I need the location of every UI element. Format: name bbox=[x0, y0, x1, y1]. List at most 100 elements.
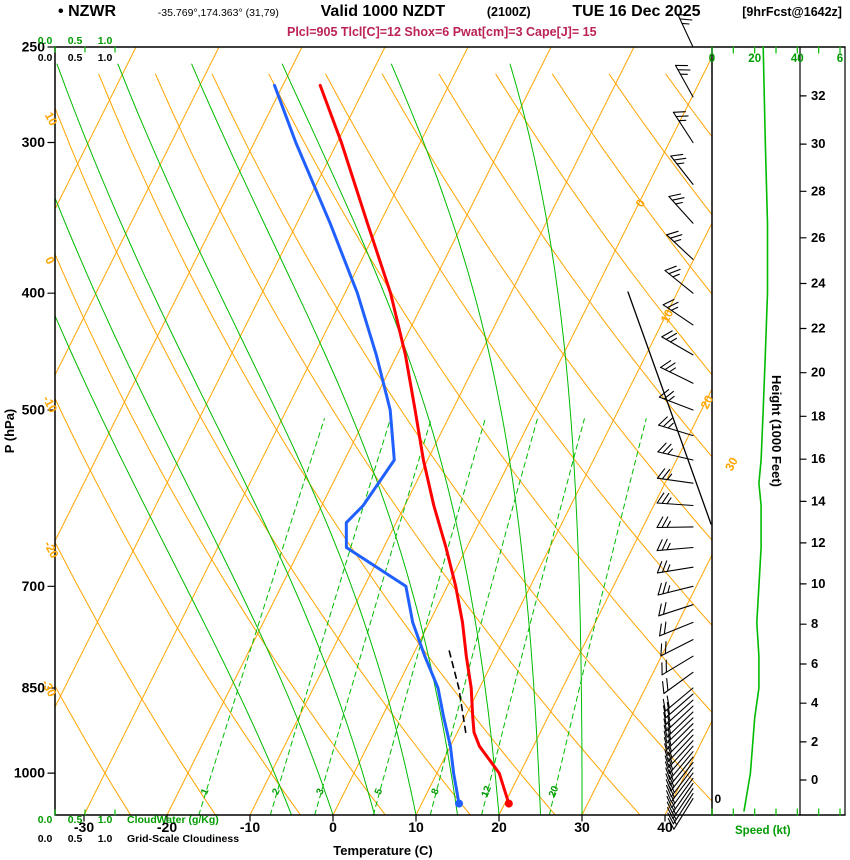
wind-barb-feather bbox=[662, 417, 673, 428]
wind-barb-feather bbox=[666, 695, 670, 709]
stability-params-line: Plcl=905 Tlcl[C]=12 Shox=6 Pwat[cm]=3 Ca… bbox=[287, 25, 597, 39]
background-grid bbox=[55, 47, 850, 815]
height-tick-label: 2 bbox=[811, 734, 818, 749]
wind-barb-feather bbox=[662, 601, 667, 615]
cloud-scales: 0.0 0.0 0.5 0.5 1.0 1.0 0.0 0.0 0.5 0.5 1.0 1.0 Clou… bbox=[38, 35, 239, 845]
mixing-ratio-label: 1 bbox=[199, 787, 211, 797]
temperature-tick-label: -30 bbox=[74, 819, 94, 835]
moist-adiabat-line bbox=[281, 63, 500, 815]
dry-adiabat-line bbox=[55, 252, 386, 815]
isotherm-label: 20 bbox=[698, 393, 717, 412]
wind-barb-feather bbox=[657, 442, 667, 453]
wind-barb-staff bbox=[670, 155, 694, 185]
wind-barb-feather bbox=[672, 111, 686, 113]
cloudiness-scale-top: 0.0 bbox=[38, 52, 53, 64]
height-tick-label: 30 bbox=[811, 136, 825, 151]
isotherm-line bbox=[55, 47, 137, 211]
wind-barb-feather bbox=[671, 197, 685, 201]
dry-adiabat-line bbox=[98, 73, 556, 815]
moist-adiabat-line bbox=[390, 63, 541, 815]
wind-barb-staff bbox=[665, 699, 694, 725]
dry-adiabat-line bbox=[55, 397, 301, 815]
wind-barb-half-feather bbox=[666, 520, 671, 528]
temperature-tick-label: -10 bbox=[240, 819, 260, 835]
speed-scale-label: 20 bbox=[748, 53, 761, 65]
height-tick-label: 6 bbox=[811, 656, 818, 671]
station-id: • NZWR bbox=[58, 3, 116, 21]
mixing-ratio-line bbox=[429, 418, 538, 815]
cloudiness-scale-top: 0.5 bbox=[68, 52, 83, 64]
cloudiness-scale-bottom: 1.0 bbox=[98, 833, 113, 845]
cloudiness-scale-bottom: 0.5 bbox=[68, 833, 83, 845]
wind-barb-feather bbox=[673, 157, 687, 161]
height-tick-label: 10 bbox=[811, 576, 825, 591]
isotherm-line bbox=[166, 47, 552, 815]
dry-adiabat-label: -20 bbox=[41, 539, 62, 561]
wind-barb-feather bbox=[665, 767, 671, 780]
wind-barb-staff bbox=[672, 111, 694, 144]
wind-barb-staff bbox=[668, 745, 694, 774]
wind-speed-profile bbox=[743, 46, 769, 812]
wind-barb-half-feather bbox=[672, 273, 680, 278]
wind-barb-half-feather bbox=[667, 585, 671, 594]
moist-adiabat-line bbox=[55, 196, 334, 815]
wind-barb-feather bbox=[657, 582, 662, 596]
dry-adiabat-line bbox=[836, 74, 850, 815]
isotherm-line bbox=[55, 47, 386, 709]
wind-barb-feather bbox=[660, 360, 672, 368]
wind-barb-half-feather bbox=[673, 239, 682, 243]
mixing-ratio-line bbox=[372, 418, 486, 815]
isotherm-line bbox=[55, 47, 220, 377]
wind-barb-feather bbox=[664, 641, 667, 655]
wind-barb-staff bbox=[667, 734, 694, 762]
temperature-tick-label: 10 bbox=[408, 819, 424, 835]
wind-barb-staff bbox=[656, 566, 694, 574]
dry-adiabat-line bbox=[211, 73, 712, 802]
wind-barb-feather bbox=[661, 492, 670, 504]
wind-barb-staff bbox=[656, 526, 694, 529]
wind-barb-feather bbox=[664, 761, 670, 774]
wind-barb-half-feather bbox=[668, 395, 675, 402]
cloudwater-scale-bottom: 1.0 bbox=[98, 814, 113, 826]
dry-adiabat-line bbox=[723, 74, 850, 815]
wind-barb-feather bbox=[666, 230, 679, 236]
speed-scale-bottom-label: 0 bbox=[715, 792, 722, 806]
wind-barb-feather bbox=[662, 443, 672, 454]
wind-barb-feather bbox=[668, 769, 675, 782]
temperature-axis: -30 -20 -10 0 10 20 30 40 Temperature (C) bbox=[74, 814, 673, 858]
pressure-axis-title: P (hPa) bbox=[2, 409, 17, 454]
wind-barb-staff bbox=[656, 502, 694, 507]
wind-barb-feather bbox=[668, 193, 682, 198]
wind-barb-staff bbox=[672, 788, 694, 819]
wind-barb-feather bbox=[666, 801, 673, 814]
wind-barb-half-feather bbox=[670, 306, 679, 311]
cloudwater-scale-top: 0.0 bbox=[38, 35, 53, 47]
wind-barb-feather bbox=[667, 812, 674, 825]
wind-barb-staff bbox=[671, 777, 694, 808]
wind-barb-staff bbox=[670, 772, 694, 803]
forecast-tag: [9hrFcst@1642z] bbox=[742, 5, 842, 19]
wind-barb-feather bbox=[661, 468, 671, 480]
isotherm-line bbox=[581, 553, 712, 815]
height-tick-label: 14 bbox=[811, 493, 826, 508]
wind-barb-half-feather bbox=[666, 542, 671, 551]
height-tick-label: 0 bbox=[811, 772, 818, 787]
wind-barb-feather bbox=[679, 18, 693, 21]
temperature-axis-title: Temperature (C) bbox=[333, 843, 432, 858]
wind-barb-feather bbox=[661, 560, 668, 573]
moist-adiabats-layer bbox=[55, 63, 583, 815]
height-tick-label: 8 bbox=[811, 616, 818, 631]
cloudwater-scale-top: 1.0 bbox=[98, 35, 113, 47]
wind-barb-feather bbox=[663, 621, 667, 635]
wind-barb-half-feather bbox=[671, 796, 676, 804]
isotherms-layer bbox=[55, 47, 712, 815]
plot-frame bbox=[54, 46, 846, 816]
wind-barb-half-feather bbox=[669, 337, 678, 343]
wind-barb-staff bbox=[663, 671, 694, 695]
dry-adiabat-line bbox=[155, 73, 641, 815]
wind-barb-staff bbox=[661, 336, 694, 356]
wind-barb-feather bbox=[668, 775, 675, 788]
pressure-tick-label: 700 bbox=[22, 578, 46, 594]
